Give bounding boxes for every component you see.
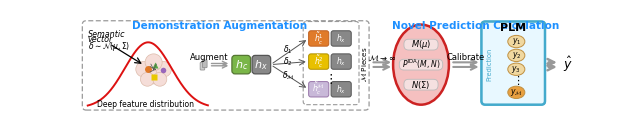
Ellipse shape — [508, 35, 525, 48]
Text: Deep feature distribution: Deep feature distribution — [97, 100, 195, 109]
Text: $h_x$: $h_x$ — [336, 32, 346, 45]
Text: $\delta_1$: $\delta_1$ — [284, 44, 293, 56]
Text: $h_x$: $h_x$ — [336, 83, 346, 95]
Text: $\delta_\mathcal{M}$: $\delta_\mathcal{M}$ — [282, 69, 294, 82]
Text: PLM: PLM — [500, 23, 526, 33]
Text: Augment: Augment — [190, 53, 228, 62]
FancyBboxPatch shape — [331, 82, 351, 97]
Ellipse shape — [508, 49, 525, 62]
Text: $P^{\rm IDA}(M,N)$: $P^{\rm IDA}(M,N)$ — [402, 58, 440, 71]
Text: $\tilde{h}_c^1$: $\tilde{h}_c^1$ — [314, 30, 324, 46]
Circle shape — [145, 54, 162, 71]
Text: $\tilde{h}_c^\mathcal{M}$: $\tilde{h}_c^\mathcal{M}$ — [312, 81, 325, 97]
Text: $\hat{y}$: $\hat{y}$ — [563, 55, 573, 74]
Ellipse shape — [393, 25, 449, 105]
FancyBboxPatch shape — [308, 31, 329, 46]
FancyBboxPatch shape — [308, 54, 329, 69]
Text: $\mathcal{M}$ Pieces: $\mathcal{M}$ Pieces — [358, 47, 369, 82]
Text: Calibrate: Calibrate — [447, 53, 485, 62]
Circle shape — [156, 62, 172, 77]
Text: vector: vector — [88, 35, 113, 45]
Text: $\vdots$: $\vdots$ — [324, 72, 333, 86]
Text: $h_x$: $h_x$ — [255, 58, 268, 72]
Text: $\delta_2$: $\delta_2$ — [284, 55, 293, 68]
Circle shape — [153, 72, 167, 86]
Text: Demonstration Augmentation: Demonstration Augmentation — [132, 21, 307, 31]
FancyBboxPatch shape — [331, 54, 351, 69]
Circle shape — [136, 62, 151, 77]
FancyBboxPatch shape — [252, 55, 271, 74]
Text: $h_c$: $h_c$ — [235, 58, 248, 72]
Text: $M(\mu)$: $M(\mu)$ — [411, 38, 431, 51]
Ellipse shape — [508, 63, 525, 75]
Text: $y_1$: $y_1$ — [511, 36, 521, 47]
FancyBboxPatch shape — [399, 59, 443, 70]
FancyBboxPatch shape — [331, 31, 351, 46]
Circle shape — [141, 59, 166, 84]
Text: $y_3$: $y_3$ — [511, 64, 521, 75]
FancyBboxPatch shape — [202, 60, 207, 68]
FancyBboxPatch shape — [308, 82, 329, 97]
Text: $\vdots$: $\vdots$ — [512, 74, 520, 87]
FancyBboxPatch shape — [481, 21, 546, 105]
Text: $\tilde{h}_c^2$: $\tilde{h}_c^2$ — [314, 54, 324, 70]
FancyBboxPatch shape — [404, 39, 438, 50]
Ellipse shape — [508, 86, 525, 99]
Text: $h_x$: $h_x$ — [336, 55, 346, 68]
FancyBboxPatch shape — [200, 62, 205, 70]
Circle shape — [140, 72, 154, 86]
FancyBboxPatch shape — [232, 55, 250, 74]
Text: Prediction: Prediction — [486, 48, 492, 81]
Text: $\delta \sim \mathcal{N}(\mu,\Sigma)$: $\delta \sim \mathcal{N}(\mu,\Sigma)$ — [88, 40, 130, 53]
Text: Novel Prediction Calculation: Novel Prediction Calculation — [392, 21, 559, 31]
Text: $y_2$: $y_2$ — [511, 50, 521, 61]
Text: $\mathcal{M}\rightarrow\infty$: $\mathcal{M}\rightarrow\infty$ — [368, 53, 396, 63]
Text: $y_\mathcal{M}$: $y_\mathcal{M}$ — [510, 87, 523, 98]
Text: Semantic: Semantic — [88, 30, 125, 39]
FancyBboxPatch shape — [404, 79, 438, 90]
Text: $N(\Sigma)$: $N(\Sigma)$ — [412, 79, 431, 91]
FancyBboxPatch shape — [481, 22, 545, 105]
